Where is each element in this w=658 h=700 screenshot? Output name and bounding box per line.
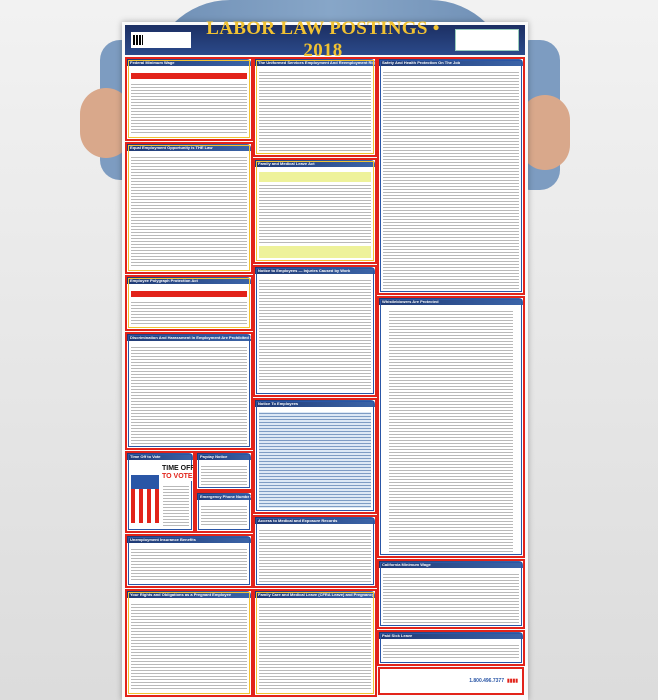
section-injuries: Notice to Employees — Injuries Caused by… <box>253 265 377 397</box>
section-cfra: Family Care and Medical Leave (CFRA Leav… <box>253 589 377 697</box>
section-title: Time Off to Vote <box>127 453 193 460</box>
section-fmla: Family and Medical Leave Act <box>253 158 377 264</box>
section-payday-notice: Payday Notice <box>195 451 253 491</box>
section-safety-health: Safety And Health Protection On The Job <box>377 57 525 295</box>
section-eeo: Equal Employment Opportunity is THE Law <box>125 142 253 274</box>
section-title: Safety And Health Protection On The Job <box>379 59 523 66</box>
section-notice-to-employees: Notice To Employees <box>253 398 377 514</box>
section-ca-minimum-wage: California Minimum Wage <box>377 559 525 629</box>
footer-phone: 1.800.496.7377 <box>469 678 504 684</box>
section-userra: The Uniformed Services Employment And Re… <box>253 57 377 157</box>
section-title: Paid Sick Leave <box>379 632 523 639</box>
ballot-box-illustration <box>131 475 159 523</box>
section-federal-minimum-wage: Federal Minimum Wage <box>125 57 253 141</box>
compliance-badge <box>455 29 519 51</box>
section-pregnant-employee: Your Rights and Obligations as a Pregnan… <box>125 589 253 697</box>
section-title: Payday Notice <box>197 453 251 460</box>
section-whistleblowers: Whistleblowers Are Protected <box>377 296 525 558</box>
section-title: Notice To Employees <box>255 400 375 407</box>
section-title: Family and Medical Leave Act <box>255 160 375 167</box>
section-title: California Minimum Wage <box>379 561 523 568</box>
section-title: Unemployment Insurance Benefits <box>127 536 251 543</box>
section-title: Federal Minimum Wage <box>127 59 251 66</box>
section-title: Notice to Employees — Injuries Caused by… <box>255 267 375 274</box>
section-title: Equal Employment Opportunity is THE Law <box>127 144 251 151</box>
publisher-logo: ▮▮▮▮ <box>506 678 518 684</box>
poster-footer: 1.800.496.7377 ▮▮▮▮ <box>378 667 524 695</box>
labor-law-poster: LABOR LAW POSTINGS • 2018 Federal Minimu… <box>122 18 528 700</box>
poster-title: LABOR LAW POSTINGS • 2018 <box>206 18 440 61</box>
vote-headline: TIME OFF <box>162 465 195 472</box>
section-title: Whistleblowers Are Protected <box>379 298 523 305</box>
vote-headline-red: TO VOTE <box>162 473 193 480</box>
section-title: The Uniformed Services Employment And Re… <box>255 59 375 66</box>
section-time-off-to-vote: Time Off to Vote TIME OFF TO VOTE <box>125 451 195 533</box>
section-title: Your Rights and Obligations as a Pregnan… <box>127 591 251 598</box>
section-emergency-numbers: Emergency Phone Numbers <box>195 491 253 533</box>
section-unemployment: Unemployment Insurance Benefits <box>125 534 253 588</box>
section-paid-sick-leave: Paid Sick Leave <box>377 630 525 666</box>
section-title: Employee Polygraph Protection Act <box>127 277 251 284</box>
section-title: Discrimination And Harassment In Employm… <box>127 334 251 341</box>
section-discrimination: Discrimination And Harassment In Employm… <box>125 332 253 450</box>
section-title: Emergency Phone Numbers <box>197 493 251 500</box>
qr-code <box>131 32 191 48</box>
section-medical-records: Access to Medical and Exposure Records <box>253 515 377 588</box>
right-hand <box>520 95 570 170</box>
section-polygraph: Employee Polygraph Protection Act <box>125 275 253 331</box>
section-title: Access to Medical and Exposure Records <box>255 517 375 524</box>
section-title: Family Care and Medical Leave (CFRA Leav… <box>255 591 375 598</box>
poster-header: LABOR LAW POSTINGS • 2018 <box>125 18 525 61</box>
